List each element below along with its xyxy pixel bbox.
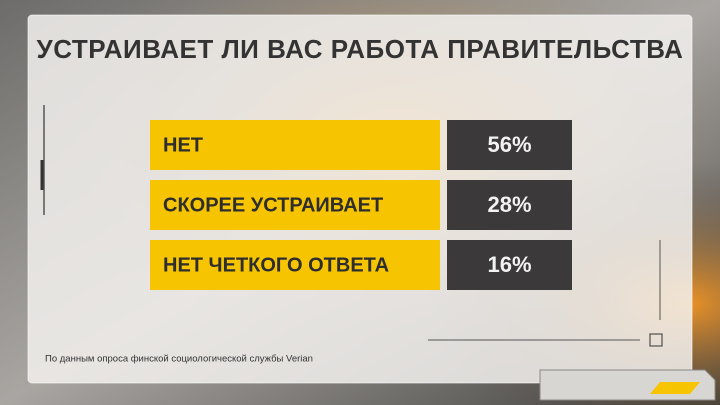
value-cell [447,180,572,230]
row-label: НЕТ [163,134,203,156]
row-label: НЕТ ЧЕТКОГО ОТВЕТА [163,254,389,276]
label-cell [150,180,440,230]
value-label: 28% [487,192,531,217]
source-note: По данным опроса финской социологической… [45,354,313,365]
decor-box [649,333,663,347]
value-cell [447,240,572,290]
decor-line [428,240,661,341]
decor-tab [650,382,700,394]
value-cell [447,120,572,170]
label-cell [150,240,440,290]
rows: НЕТ 56% СКОРЕЕ УСТРАИВАЕТ 28% НЕТ ЧЕТКОГО ОТ… [150,120,572,290]
label-cell [150,120,440,170]
row-label: СКОРЕЕ УСТРАИВАЕТ [163,194,383,216]
value-label: 16% [487,252,531,277]
value-label: 56% [487,132,531,157]
chart-title: УСТРАИВАЕТ ЛИ ВАС РАБОТА ПРАВИТЕЛЬСТВА [37,34,684,64]
